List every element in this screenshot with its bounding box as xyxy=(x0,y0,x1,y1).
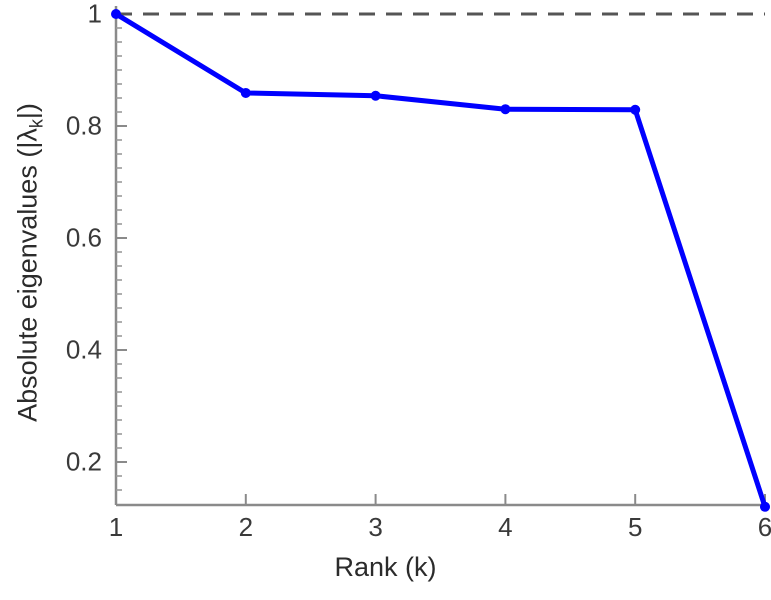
x-axis-tick-label: 1 xyxy=(108,512,124,542)
series-data-point xyxy=(500,104,511,115)
x-axis-title: Rank (k) xyxy=(334,552,437,582)
x-axis-tick-label: 6 xyxy=(757,512,771,542)
y-axis-tick-label: 0.2 xyxy=(65,446,102,477)
y-axis-title: Absolute eigenvalues (|λk|) xyxy=(13,3,48,523)
y-axis-title-prefix: Absolute eigenvalues (| xyxy=(12,141,43,422)
x-axis-tick-label: 4 xyxy=(498,512,513,542)
lambda-subscript: k xyxy=(26,119,47,129)
series-data-point xyxy=(760,501,770,512)
y-axis-tick-label: 0.4 xyxy=(65,334,102,365)
series-data-point xyxy=(240,87,251,98)
series-data-point xyxy=(630,104,641,115)
x-axis-tick-label: 2 xyxy=(238,512,254,542)
lambda-symbol: λ xyxy=(12,128,43,142)
y-axis-title-suffix: |) xyxy=(12,103,43,120)
x-axis-tick-label: 5 xyxy=(627,512,643,542)
y-axis-tick-label: 0.8 xyxy=(65,110,102,141)
series-data-point xyxy=(370,90,381,101)
y-axis-tick-label: 1 xyxy=(87,0,102,29)
y-axis-ticks xyxy=(116,13,127,463)
x-axis-ticks xyxy=(115,494,766,505)
y-axis-tick-label: 0.6 xyxy=(65,222,102,253)
series-line xyxy=(114,11,768,508)
x-axis-tick-label: 3 xyxy=(368,512,383,542)
axis-spines xyxy=(114,6,765,507)
data-series-group xyxy=(111,9,770,512)
series-data-point xyxy=(111,9,121,19)
y-axis-minor-ticks xyxy=(116,27,122,491)
